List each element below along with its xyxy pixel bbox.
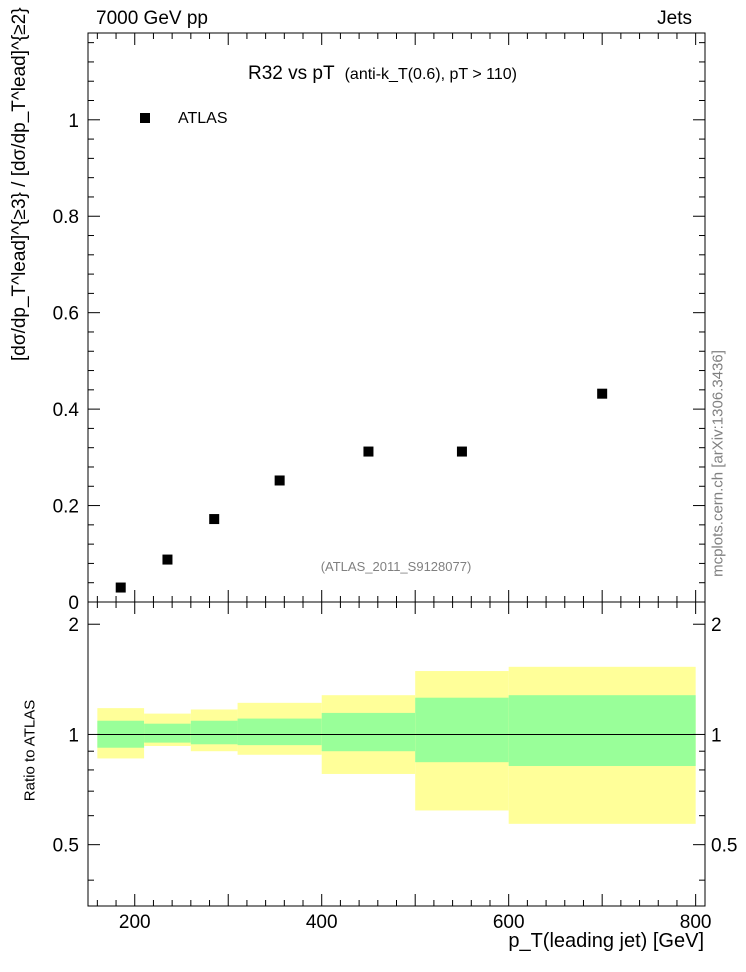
chart-title-main: R32 vs pT <box>248 63 335 84</box>
ratio-inner-band <box>144 723 191 743</box>
chart-title: R32 vs pT (anti-k_T(0.6), pT > 110) <box>248 63 517 84</box>
data-point <box>363 446 374 457</box>
x-ticks <box>96 33 697 906</box>
ratio-y-axis-label: Ratio to ATLAS <box>21 699 39 802</box>
x-tick-label: 400 <box>306 912 338 933</box>
ratio-y-tick-label-right: 2 <box>711 615 722 636</box>
process-label: Jets <box>657 8 692 29</box>
y-tick-label: 0.2 <box>53 497 79 518</box>
y-tick-label: 0.8 <box>53 207 79 228</box>
data-point <box>115 582 126 593</box>
energy-label: 7000 GeV pp <box>96 8 208 29</box>
y-tick-label: 0.4 <box>53 400 80 421</box>
y-tick-label: 0 <box>68 593 79 614</box>
y-ticks-ratio <box>88 623 705 881</box>
ratio-y-tick-label: 1 <box>68 725 79 746</box>
y-axis-label: [dσ/dp_T^lead]^{≥3} / [dσ/dp_T^lead]^{≥2… <box>9 7 31 361</box>
ratio-y-tick-label-right: 1 <box>711 725 722 746</box>
x-axis-label: p_T(leading jet) [GeV] <box>508 930 704 952</box>
chart-subtitle: (anti-k_T(0.6), pT > 110) <box>345 66 517 83</box>
data-point <box>597 388 608 399</box>
data-point <box>274 475 285 486</box>
legend-entry: ATLAS <box>178 110 228 127</box>
ratio-y-tick-label-right: 0.5 <box>711 836 737 857</box>
data-point <box>456 446 467 457</box>
ratio-inner-band <box>190 720 238 745</box>
ratio-inner-band <box>508 695 696 767</box>
data-point <box>162 554 173 565</box>
ratio-inner-band <box>415 697 509 763</box>
ratio-bands <box>97 666 696 824</box>
ratio-inner-band <box>237 718 322 746</box>
data-points <box>115 388 608 593</box>
mcplots-side-label: mcplots.cern.ch [arXiv:1306.3436] <box>709 350 727 577</box>
ratio-inner-band <box>321 712 416 752</box>
legend-marker <box>140 113 150 123</box>
data-point <box>209 514 220 525</box>
y-axis-label-text: [dσ/dp_T^lead]^{≥3} / [dσ/dp_T^lead]^{≥2… <box>9 7 30 361</box>
x-tick-label: 200 <box>119 912 151 933</box>
ratio-y-tick-label: 0.5 <box>53 836 79 857</box>
x-tick-label: 600 <box>493 912 525 933</box>
y-tick-label: 0.6 <box>53 304 79 325</box>
y-ticks-main <box>88 42 705 603</box>
x-tick-label: 800 <box>680 912 712 933</box>
ratio-y-tick-label: 2 <box>68 615 79 636</box>
reference-label: (ATLAS_2011_S9128077) <box>321 559 472 574</box>
y-tick-label: 1 <box>68 111 79 132</box>
